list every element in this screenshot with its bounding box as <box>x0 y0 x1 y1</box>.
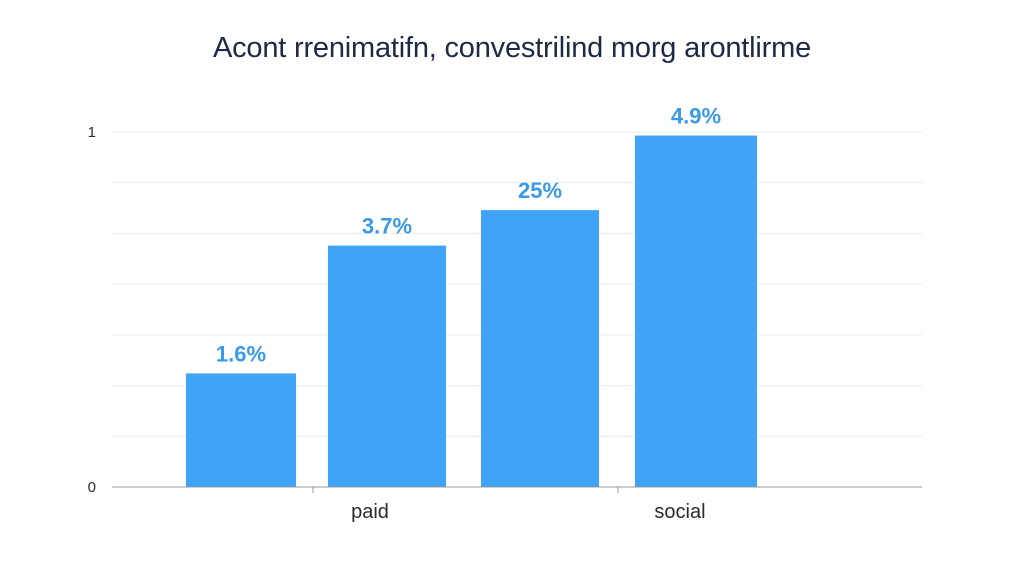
data-label: 4.9% <box>671 104 721 129</box>
bar <box>481 210 599 487</box>
bar <box>635 135 757 488</box>
bar <box>186 373 296 487</box>
chart-title: Acont rrenimatifn, convestrilind morg ar… <box>212 32 811 64</box>
y-tick-label: 1 <box>88 124 96 141</box>
x-tick-label: paid <box>351 501 389 523</box>
x-tick-label: social <box>654 501 705 523</box>
data-label: 1.6% <box>216 341 266 366</box>
bar <box>328 245 446 487</box>
data-label: 3.7% <box>362 214 412 239</box>
data-label: 25% <box>518 178 562 203</box>
y-tick-label: 0 <box>88 479 96 496</box>
